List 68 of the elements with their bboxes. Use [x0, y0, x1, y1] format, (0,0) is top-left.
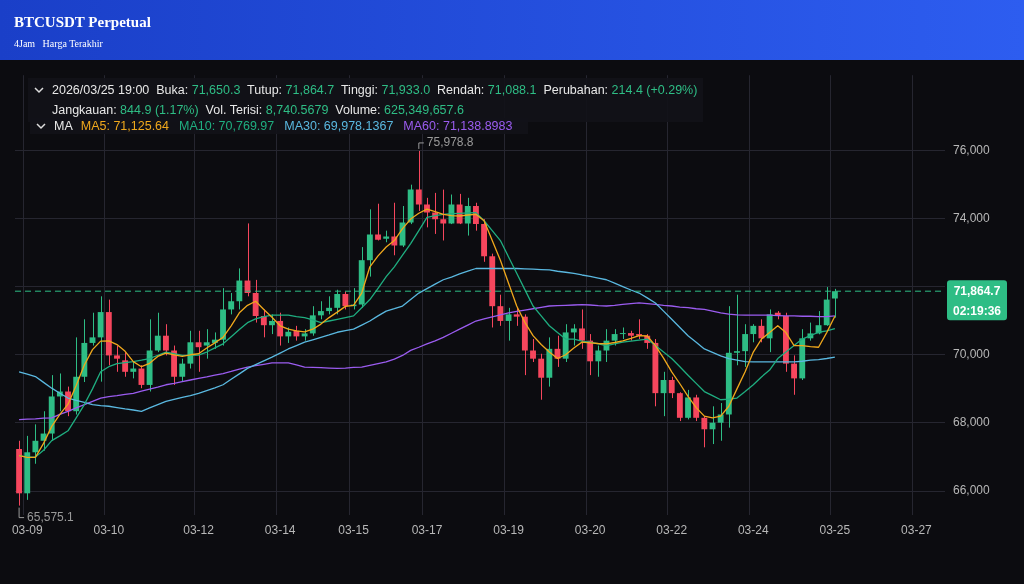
text: MA30: 69,978.1367	[284, 119, 394, 133]
candlestick	[693, 394, 700, 422]
text: 02:19:36	[952, 303, 1002, 318]
x-tick-label: 03-14	[264, 522, 296, 537]
candlestick	[440, 189, 447, 241]
text: MA60: 71,138.8983	[403, 119, 513, 133]
y-tick-label: 76,000	[953, 142, 991, 157]
chart-title: BTCUSDT Perpetual	[14, 14, 151, 31]
candlestick	[579, 308, 585, 350]
candlestick	[750, 323, 757, 343]
candlestick	[375, 203, 381, 241]
candlestick	[570, 323, 577, 347]
candlestick	[269, 313, 275, 335]
x-tick-label: 03-19	[493, 522, 525, 537]
x-tick-label: 03-09	[11, 522, 43, 537]
candlestick	[595, 345, 602, 378]
x-tick-label: 03-10	[93, 522, 125, 537]
candlestick	[619, 326, 626, 340]
candlestick	[203, 328, 210, 360]
annotation: 75,978.8	[426, 135, 474, 150]
x-tick-label: 03-25	[819, 522, 851, 537]
candlestick	[317, 300, 324, 320]
candlestick	[424, 197, 430, 228]
candlestick	[228, 292, 235, 315]
candlestick	[742, 323, 749, 368]
candlestick	[415, 150, 422, 212]
x-tick-label: 03-22	[656, 522, 688, 537]
y-tick-label: 70,000	[953, 347, 991, 362]
x-tick-label: 03-12	[183, 522, 215, 537]
candlestick	[342, 290, 349, 310]
candlestick	[701, 415, 708, 448]
candlestick	[179, 358, 186, 383]
text: 2026/03/25 19:00 Buka: 71,650.3 Tutup: 71,864.7 Tinggi: 71,933.0 Rendah: 71,088.1 Perubahan: 214.4 (+0.29%)	[52, 83, 698, 97]
legend-title: MA	[54, 119, 73, 133]
candlestick	[505, 307, 512, 342]
candlestick	[154, 312, 161, 353]
text: MA5: 71,125.64	[80, 119, 170, 133]
annotation: Jangkauan: 844.9 (1.17%) Vol. Terisi: 8,740.5679 Volume: 625,349,657.6	[52, 103, 464, 117]
candlestick	[717, 402, 724, 442]
candlestick	[497, 294, 504, 327]
candlestick	[89, 312, 96, 347]
ref-line-label: 71,864.7	[953, 283, 1001, 298]
candlestick	[326, 295, 333, 315]
candlestick	[187, 330, 194, 370]
x-tick-label: 03-17	[411, 522, 443, 537]
y-tick-label: 68,000	[953, 415, 991, 430]
candlestick	[538, 353, 545, 401]
annotation: 65,575.1	[27, 509, 75, 524]
candlestick	[734, 294, 740, 366]
candlestick	[162, 323, 169, 356]
x-tick-label: 03-15	[338, 522, 370, 537]
candlestick	[685, 389, 691, 420]
x-tick-label: 03-27	[901, 522, 933, 537]
candlestick	[252, 279, 259, 324]
candlestick	[530, 338, 536, 363]
candlestick	[668, 376, 675, 399]
candlestick	[122, 351, 129, 378]
candlestick	[114, 345, 120, 373]
candlestick	[32, 423, 39, 465]
x-tick-label: 03-20	[574, 522, 606, 537]
x-tick-label: 03-24	[737, 522, 769, 537]
y-tick-label: 74,000	[953, 210, 991, 225]
y-tick-label: 66,000	[953, 483, 991, 498]
candlestick	[791, 354, 798, 396]
candlestick	[766, 308, 773, 353]
chart-subtitle: 4Jam Harga Terakhir	[14, 38, 103, 49]
candlestick	[513, 307, 520, 327]
text: MA10: 70,769.97	[179, 119, 275, 133]
